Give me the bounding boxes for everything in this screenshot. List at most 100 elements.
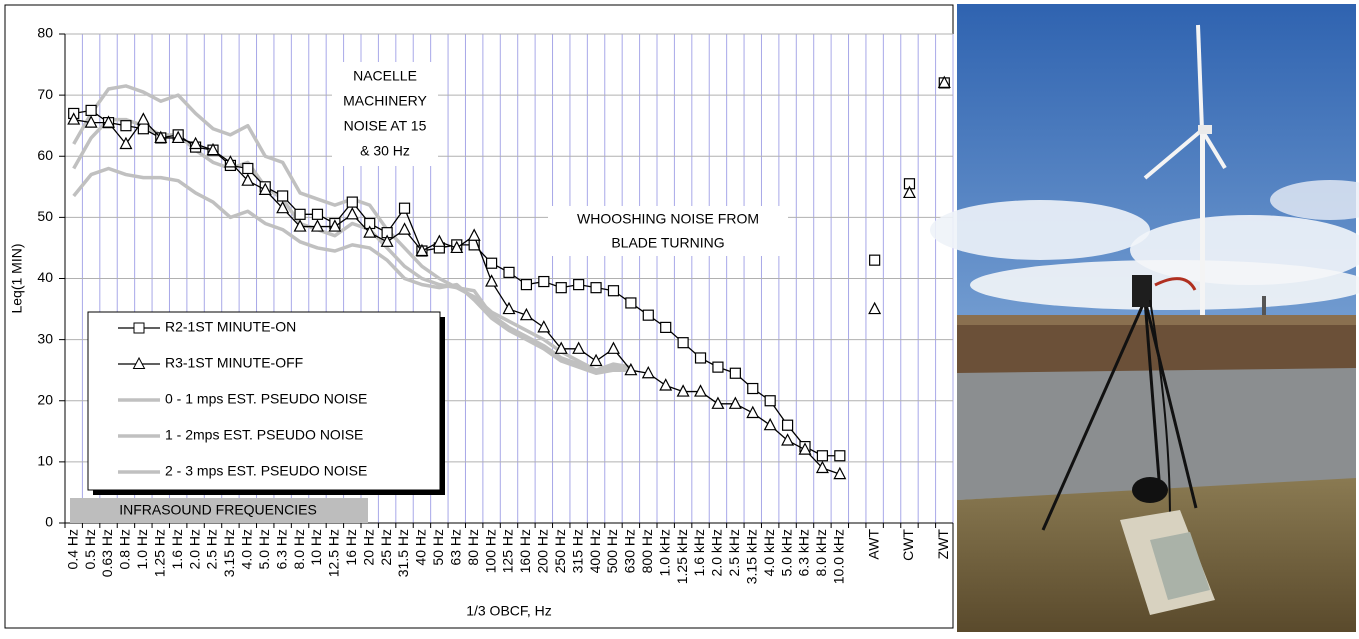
marker-triangle	[659, 378, 673, 391]
x-tick-label: 3.15 Hz	[221, 529, 237, 577]
x-tick-label: 3.15 kHz	[743, 529, 759, 584]
x-tick-label: 5.0 Hz	[256, 529, 272, 569]
marker-square	[834, 450, 846, 462]
marker-square	[764, 395, 776, 407]
x-tick-label: 1.25 kHz	[674, 529, 690, 584]
legend-label: 0 - 1 mps EST. PSEUDO NOISE	[165, 391, 367, 407]
annotation-box	[548, 206, 788, 256]
x-tick-label: 2.5 Hz	[204, 529, 220, 569]
marker-triangle	[136, 112, 150, 125]
marker-triangle	[902, 185, 916, 199]
marker-triangle	[746, 405, 760, 419]
x-axis-label: 1/3 OBCF, Hz	[466, 603, 552, 619]
marker-square	[294, 208, 306, 220]
x-tick-label: 10 Hz	[308, 529, 324, 566]
marker-triangle	[833, 466, 847, 480]
y-tick-label: 20	[37, 391, 53, 407]
marker-triangle	[102, 115, 116, 128]
marker-square	[520, 279, 533, 291]
marker-square	[573, 279, 585, 291]
marker-triangle	[276, 200, 290, 214]
marker-triangle	[589, 353, 603, 367]
marker-triangle	[728, 396, 742, 409]
x-tick-label: 8.0 Hz	[291, 529, 307, 569]
marker-square	[660, 321, 672, 333]
y-tick-label: 80	[37, 25, 53, 41]
marker-triangle	[467, 228, 481, 241]
legend-label: 1 - 2mps EST. PSEUDO NOISE	[165, 427, 363, 443]
marker-triangle	[398, 222, 412, 235]
marker-triangle	[432, 234, 446, 247]
marker-triangle	[310, 219, 324, 232]
x-tick-label: 12.5 Hz	[326, 529, 342, 577]
legend-marker	[133, 322, 145, 334]
marker-triangle	[345, 207, 359, 220]
x-tick-label: 50 Hz	[430, 529, 446, 566]
x-tick-label: 4.0 Hz	[239, 529, 255, 569]
x-tick-label: 500 Hz	[604, 529, 620, 573]
x-tick-label: 1.0 Hz	[134, 529, 150, 569]
x-tick-label: AWT	[865, 529, 881, 560]
y-tick-label: 50	[37, 208, 53, 224]
marker-square	[242, 162, 254, 175]
marker-triangle	[763, 417, 777, 431]
marker-triangle	[241, 173, 255, 186]
marker-triangle	[380, 234, 394, 247]
marker-square	[590, 282, 602, 294]
marker-square	[625, 297, 637, 309]
marker-triangle	[798, 442, 812, 455]
marker-square	[398, 202, 411, 214]
x-tick-label: 1.25 Hz	[151, 529, 167, 577]
marker-square	[781, 419, 794, 431]
x-tick-label: 2.0 Hz	[186, 529, 202, 569]
marker-triangle	[450, 240, 464, 254]
marker-triangle	[537, 320, 551, 333]
marker-square	[642, 309, 654, 321]
series-line	[72, 166, 631, 375]
marker-square	[712, 361, 724, 373]
annotation: WHOOSHING NOISE FROM	[577, 211, 759, 227]
marker-triangle	[223, 155, 237, 168]
marker-triangle	[328, 219, 342, 232]
x-tick-label: 8.0 kHz	[813, 529, 829, 576]
marker-triangle	[868, 301, 882, 315]
x-tick-label: 1.6 kHz	[691, 529, 707, 576]
x-tick-label: 0.8 Hz	[117, 529, 133, 569]
marker-triangle	[171, 130, 185, 144]
annotation: BLADE TURNING	[611, 235, 724, 251]
series-line	[72, 117, 632, 372]
x-tick-label: 4.0 kHz	[761, 529, 777, 576]
x-tick-label: 20 Hz	[360, 529, 376, 566]
marker-triangle	[415, 243, 429, 257]
marker-triangle	[781, 433, 795, 446]
annotation: MACHINERY	[343, 93, 427, 109]
y-tick-label: 70	[37, 86, 53, 102]
y-tick-label: 10	[37, 453, 53, 469]
x-tick-label: 25 Hz	[378, 529, 394, 566]
marker-square	[85, 104, 97, 117]
x-tick-label: 40 Hz	[413, 529, 429, 566]
y-tick-label: 40	[37, 269, 53, 285]
y-axis-label: Leq(1 MIN)	[9, 243, 25, 313]
marker-triangle	[572, 341, 586, 354]
marker-triangle	[937, 75, 951, 89]
marker-triangle	[258, 182, 272, 195]
x-tick-label: 2.5 kHz	[726, 529, 742, 576]
marker-triangle	[206, 142, 220, 156]
marker-triangle	[676, 384, 690, 397]
marker-square	[503, 266, 515, 278]
x-tick-label: 100 Hz	[482, 529, 498, 573]
marker-square	[694, 352, 707, 364]
marker-square	[346, 196, 358, 208]
legend-marker	[132, 356, 146, 369]
marker-triangle	[624, 362, 638, 376]
marker-square	[485, 257, 498, 269]
marker-triangle	[711, 396, 725, 409]
marker-triangle	[84, 115, 98, 128]
x-tick-label: 0.63 Hz	[99, 529, 115, 577]
marker-square	[729, 367, 741, 379]
marker-square	[607, 285, 620, 297]
x-tick-label: 6.3 Hz	[273, 529, 289, 569]
marker-triangle	[815, 460, 829, 474]
x-tick-label: 10.0 kHz	[831, 529, 847, 584]
